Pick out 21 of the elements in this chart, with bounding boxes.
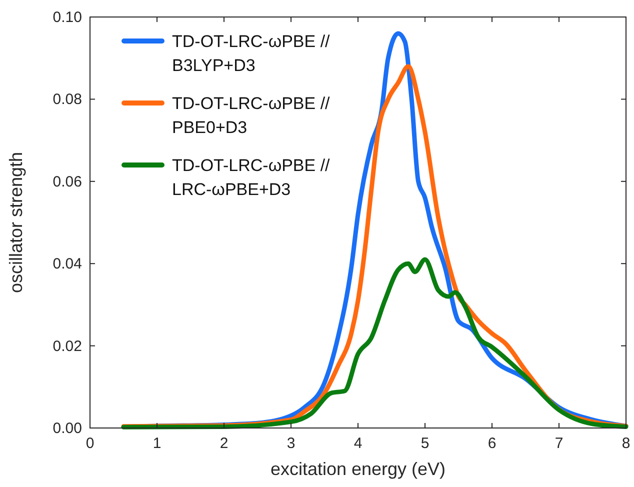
legend-label: TD-OT-LRC-ωPBE // LRC-ωPBE+D3 [172, 156, 330, 199]
x-tick-label: 2 [220, 435, 228, 452]
x-tick-label: 6 [488, 435, 496, 452]
x-tick-label: 0 [86, 435, 94, 452]
x-tick-label: 7 [554, 435, 564, 452]
y-tick-label: 0.02 [52, 338, 82, 355]
x-axis-title: excitation energy (eV) [270, 459, 446, 479]
y-tick-label: 0.08 [52, 91, 82, 108]
y-tick-label: 0.06 [52, 173, 82, 190]
y-tick-label: 0.10 [52, 9, 82, 26]
y-axis-title: oscillator strength [6, 152, 26, 294]
x-tick-label: 8 [622, 435, 630, 452]
line-series [121, 257, 628, 430]
x-tick-label: 3 [286, 435, 296, 452]
x-tick-label: 1 [152, 435, 162, 452]
x-tick-label: 5 [420, 435, 430, 452]
legend-label: TD-OT-LRC-ωPBE // B3LYP+D3 [172, 32, 330, 75]
x-tick-label: 4 [354, 435, 362, 452]
y-tick-label: 0.04 [52, 256, 82, 273]
y-tick-label: 0.00 [52, 420, 82, 437]
legend-label: TD-OT-LRC-ωPBE // PBE0+D3 [172, 94, 330, 137]
